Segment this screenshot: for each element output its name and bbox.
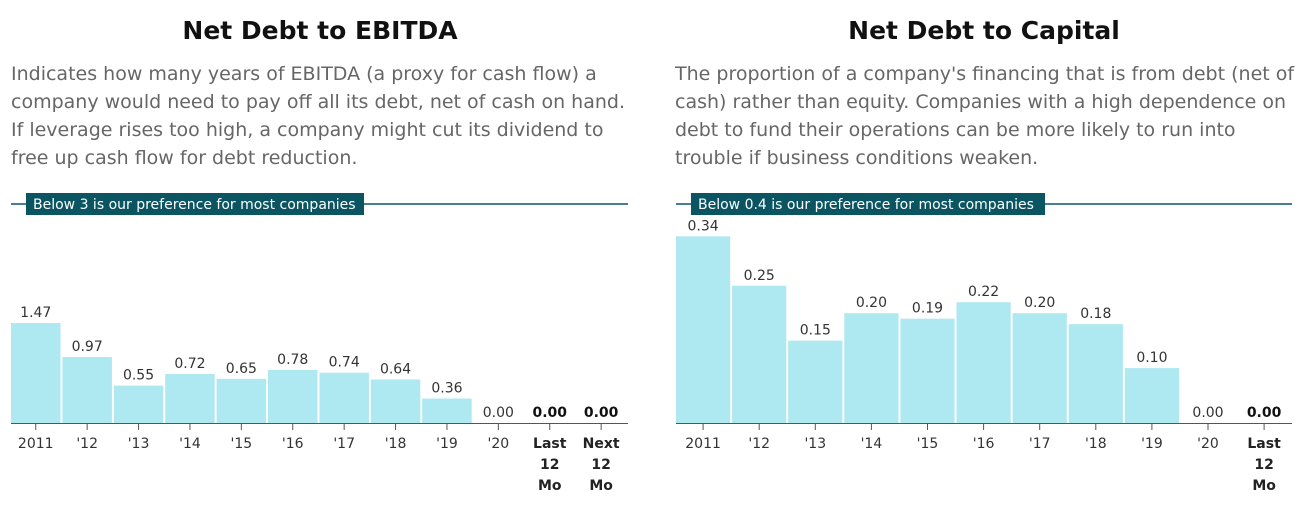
chart-title: Net Debt to EBITDA — [182, 16, 458, 45]
data-label: 0.00 — [1192, 405, 1223, 421]
bar — [319, 372, 369, 423]
x-tick-label: '14 — [179, 436, 201, 452]
data-label: 0.78 — [277, 352, 308, 368]
bar — [216, 378, 267, 423]
x-tick-label: '13 — [128, 436, 150, 452]
x-tick-label: '15 — [917, 436, 939, 452]
x-tick-label: '14 — [861, 436, 883, 452]
bar — [422, 398, 472, 423]
x-tick-label: '19 — [436, 436, 458, 452]
data-label: 0.97 — [72, 339, 103, 355]
data-label: 0.22 — [968, 284, 999, 300]
bar — [113, 385, 164, 423]
x-tick-label: 2011 — [18, 436, 54, 452]
data-label: 0.64 — [380, 361, 411, 377]
x-tick-label: '18 — [1085, 436, 1107, 452]
bar — [788, 340, 843, 423]
bar — [956, 302, 1011, 423]
reference-label: Below 0.4 is our preference for most com… — [698, 197, 1034, 213]
data-label: 0.19 — [912, 301, 943, 317]
data-label: 0.00 — [483, 405, 514, 421]
data-label: 0.74 — [329, 355, 360, 371]
reference-label-box — [26, 193, 364, 215]
data-label: 0.10 — [1136, 350, 1167, 366]
bar — [62, 357, 112, 423]
x-tick-label: 2011 — [685, 436, 721, 452]
chart-description: Indicates how many years of EBITDA (a pr… — [11, 63, 625, 169]
data-label: 0.25 — [744, 268, 775, 284]
data-label: 0.65 — [226, 361, 257, 377]
reference-label: Below 3 is our preference for most compa… — [33, 197, 356, 213]
data-label: 0.72 — [174, 356, 205, 372]
x-tick-label: '17 — [1029, 436, 1051, 452]
chart-title: Net Debt to Capital — [848, 16, 1120, 45]
x-tick-label: '17 — [333, 436, 355, 452]
data-label: 0.00 — [1247, 405, 1282, 421]
data-label: 0.55 — [123, 368, 154, 384]
x-tick-label: '19 — [1141, 436, 1163, 452]
bar — [165, 374, 215, 423]
bar-chart-net-debt-to-capital: Below 0.4 is our preference for most com… — [676, 193, 1292, 494]
bar — [1124, 368, 1179, 423]
reference-label-box — [691, 193, 1045, 215]
data-label: 0.20 — [856, 295, 887, 311]
bar — [732, 285, 787, 423]
x-tick-label: '15 — [231, 436, 253, 452]
x-tick-label: Last 12 Mo — [1247, 436, 1281, 494]
data-label: 0.18 — [1080, 306, 1111, 322]
x-tick-label: '12 — [76, 436, 98, 452]
x-tick-label: '12 — [748, 436, 770, 452]
data-label: 0.20 — [1024, 295, 1055, 311]
x-tick-label: '20 — [1197, 436, 1219, 452]
data-label: 0.15 — [800, 323, 831, 339]
bar-chart-net-debt-to-ebitda: Below 3 is our preference for most compa… — [11, 193, 628, 494]
x-tick-label: '16 — [973, 436, 995, 452]
x-tick-label: '13 — [804, 436, 826, 452]
x-tick-label: '18 — [385, 436, 407, 452]
data-label: 1.47 — [20, 305, 51, 321]
bar — [1068, 324, 1123, 423]
bar — [844, 313, 899, 423]
bar — [676, 236, 731, 423]
x-tick-label: Last 12 Mo — [533, 436, 567, 494]
data-label: 0.36 — [431, 381, 462, 397]
chart-description: The proportion of a company's financing … — [675, 63, 1295, 169]
bar — [900, 318, 955, 423]
bar — [11, 323, 61, 423]
x-tick-label: Next 12 Mo — [583, 436, 620, 494]
x-tick-label: '16 — [282, 436, 304, 452]
data-label: 0.00 — [532, 405, 567, 421]
data-label: 0.34 — [688, 218, 719, 234]
data-label: 0.00 — [584, 405, 619, 421]
x-tick-label: '20 — [488, 436, 510, 452]
bar — [1012, 313, 1067, 423]
bar — [370, 379, 421, 423]
bar — [268, 369, 318, 423]
